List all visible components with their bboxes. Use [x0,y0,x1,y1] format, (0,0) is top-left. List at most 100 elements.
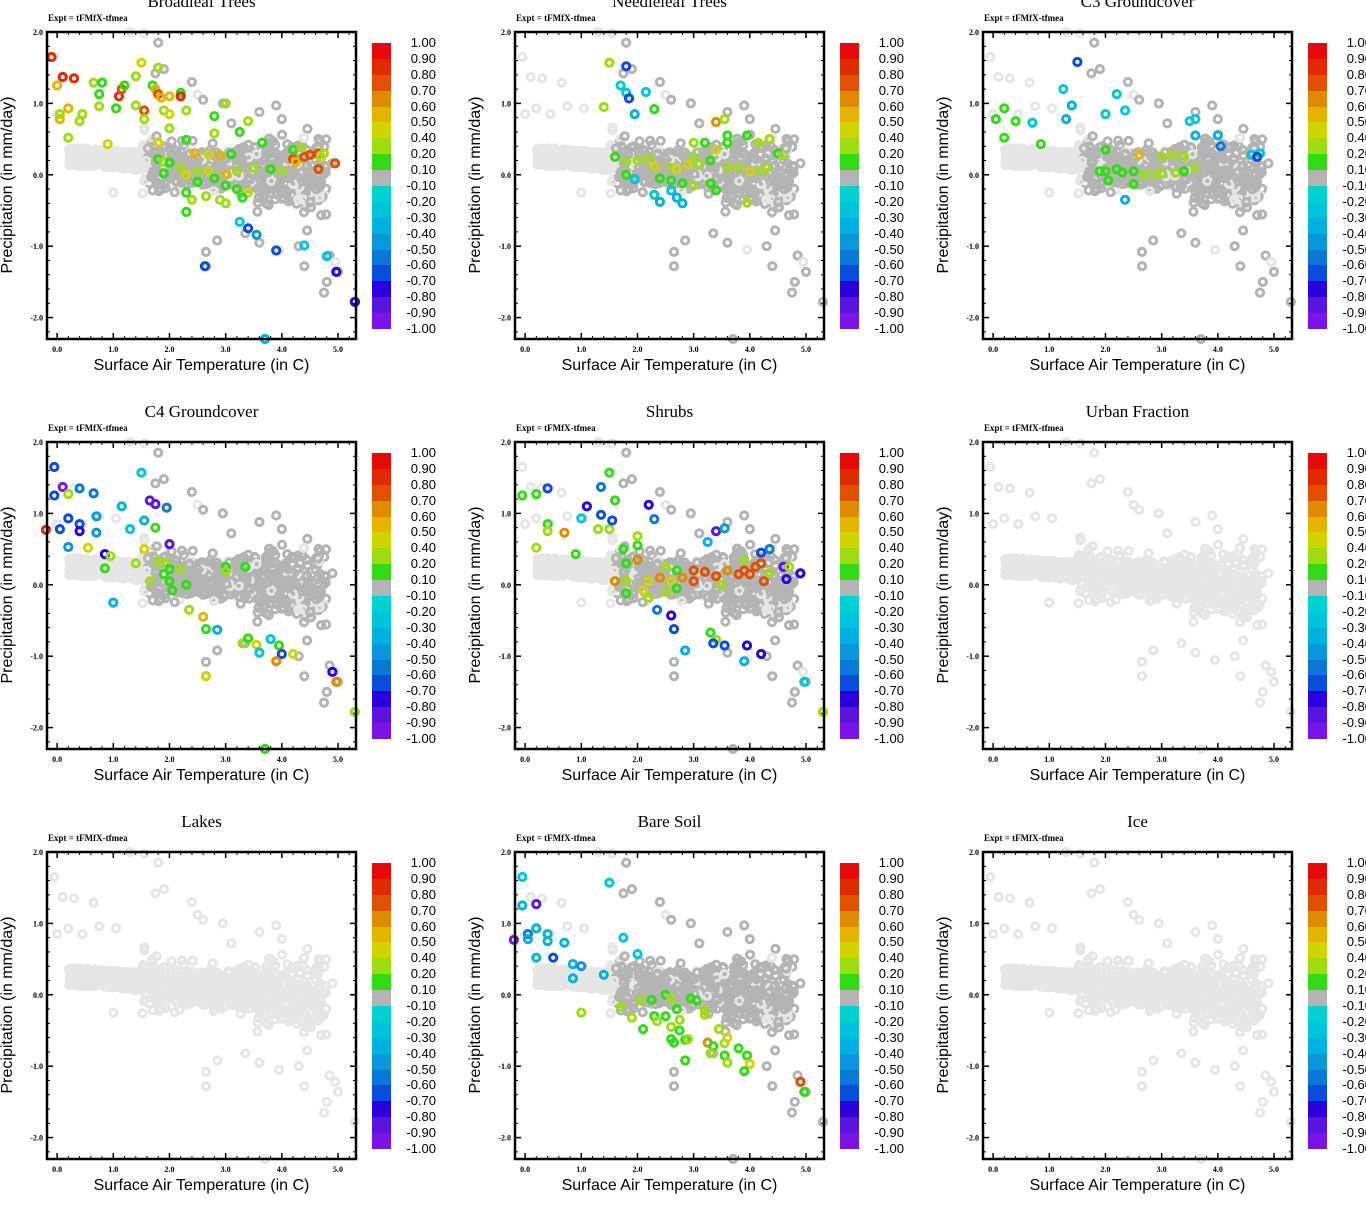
data-point [211,113,218,120]
colorbar-label: 0.60 [396,510,436,523]
data-point [623,63,630,70]
data-point [51,492,58,499]
colorbar-label: 0.10 [396,163,436,176]
data-point-background [304,637,311,644]
data-point [113,105,120,112]
colorbar-bin [372,723,391,739]
data-point-background [323,278,330,285]
data-point-background [547,111,554,118]
data-point-background [219,510,226,517]
data-point [253,641,260,648]
data-point [724,139,731,146]
data-point-background [139,600,146,607]
colorbar-label: 1.00 [396,36,436,49]
x-tick-label: 3.0 [689,345,699,354]
colorbar-bin [840,59,859,75]
data-point-background [768,209,775,216]
data-point [200,613,207,620]
data-point [70,75,77,82]
data-point [1060,86,1067,93]
data-point [301,242,308,249]
data-point-background [722,618,729,625]
data-point-background [1155,100,1162,107]
colorbar-bin [1308,107,1327,123]
data-point [90,79,97,86]
data-point-background [214,237,221,244]
data-point-background [1006,75,1013,82]
data-point-background [278,116,285,123]
data-point-background [1026,79,1033,86]
data-point [186,606,193,613]
colorbar-label: -0.50 [1332,243,1366,256]
x-tick-label: 2.0 [632,345,642,354]
colorbar-bin [372,297,391,313]
data-point-background [747,541,754,548]
data-point-background [304,125,311,132]
data-point [163,504,170,511]
colorbar-bin [372,469,391,485]
colorbar-label: 0.60 [1332,100,1366,113]
data-point [278,650,285,657]
data-point [259,139,266,146]
data-point-background [320,289,327,296]
colorbar-bin [840,170,859,186]
data-point [713,118,720,125]
colorbar-label: 0.80 [1332,68,1366,81]
colorbar-label: -0.30 [396,621,436,634]
data-point-background [657,547,664,554]
colorbar-bin [840,75,859,91]
data-point [132,73,139,80]
data-point [155,64,162,71]
colorbar-label: -0.40 [1332,227,1366,240]
data-point [96,91,103,98]
y-tick-label: 1.0 [969,99,979,108]
data-point-background [670,263,677,270]
data-point-background [254,618,261,625]
colorbar-label: -0.80 [396,290,436,303]
colorbar-label: -0.20 [1332,195,1366,208]
data-point [166,125,173,132]
data-point-background [607,600,614,607]
data-point-background [763,243,770,250]
data-point-background [533,105,540,112]
data-point [245,635,252,642]
data-point [96,103,103,110]
colorbar-bin [1308,138,1327,154]
colorbar-bin [372,596,391,612]
points-layer [519,438,827,752]
x-tick-label: 3.0 [221,755,231,764]
colorbar-bin [372,186,391,202]
data-point [236,218,243,225]
data-point-background [279,131,286,138]
data-point [222,200,229,207]
colorbar-bin [372,580,391,596]
x-tick-label: 1.0 [108,755,118,764]
data-point-background [1138,248,1145,255]
data-point-background [657,137,664,144]
data-point-background [149,187,156,194]
colorbar-label: 0.90 [1332,52,1366,65]
colorbar-bin [1308,75,1327,91]
colorbar-label: 0.40 [396,541,436,554]
data-point-background [200,506,207,513]
data-point-background [188,488,195,495]
data-point-background [214,647,221,654]
colorbar-bin [1308,170,1327,186]
colorbar-bin [372,75,391,91]
data-point-background [564,103,571,110]
data-point-background [668,96,675,103]
data-point [118,503,125,510]
colorbar-bin [372,313,391,329]
colorbar-bin [840,91,859,107]
data-point-background [320,699,327,706]
colorbar-bin [840,43,859,59]
data-point-background [791,278,798,285]
data-point [211,130,218,137]
data-point [141,546,148,553]
data-point-background [741,102,748,109]
data-point-background [578,189,585,196]
data-point [1214,132,1221,139]
